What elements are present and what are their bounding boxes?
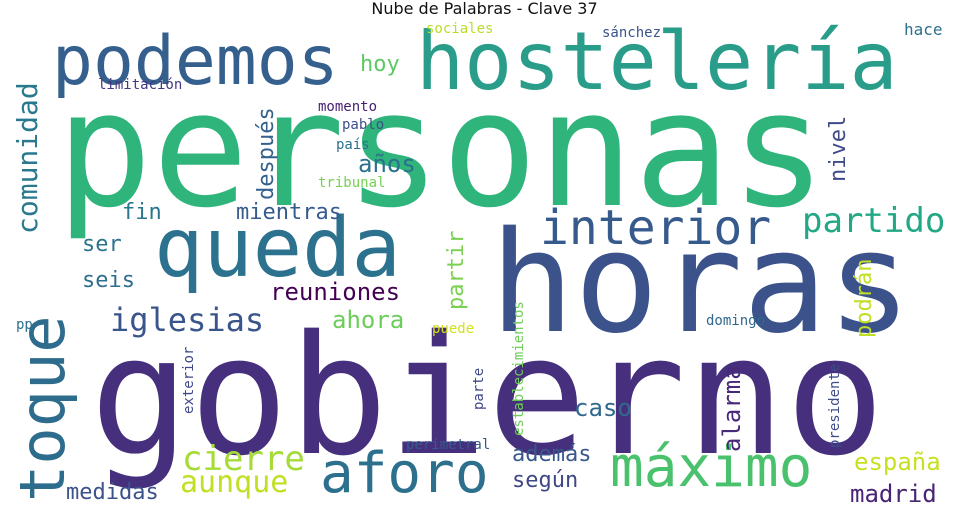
word-ser: ser [82,232,122,257]
word-establecimientos: establecimientos [511,301,527,436]
word-perimetral: perimetral [406,437,491,453]
word-hoy: hoy [360,52,400,77]
word-momento: momento [318,99,378,115]
word-interior: interior [540,200,772,256]
word-fin: fin [122,200,162,225]
word-horas: horas [490,202,912,365]
word-personas: personas [56,56,827,243]
word-medidas: medidas [66,480,159,505]
word-sociales: sociales [426,22,494,37]
word-pablo: pablo [342,117,385,133]
word-cloud: personas gobierno horas hostelería queda… [12,22,957,506]
word-anos: años [358,150,416,178]
word-despues: después [254,107,279,200]
word-cierre: cierre [182,439,305,479]
word-ademas: además [512,442,592,467]
word-segun: según [512,468,579,493]
word-comunidad: comunidad [12,82,44,234]
word-reuniones: reuniones [270,278,401,306]
word-espana: españa [854,448,941,476]
word-maximo: máximo [610,435,813,500]
word-iglesias: iglesias [110,301,265,339]
word-toque: toque [12,315,79,502]
word-aforo: aforo [320,441,489,506]
word-domingo: domingo [706,313,766,329]
word-alarma: alarma [718,365,746,452]
word-madrid: madrid [850,480,937,506]
word-tribunal: tribunal [318,175,386,191]
word-parte: parte [471,367,487,410]
word-limitacion: limitación [98,77,183,93]
word-exterior: exterior [181,346,197,414]
word-aunque: aunque [180,465,289,500]
word-gobierno: gobierno [90,300,885,492]
word-mientras: mientras [236,200,342,225]
word-partir: partir [444,230,469,310]
word-hosteleria: hostelería [416,22,898,108]
word-nivel: nivel [826,115,851,182]
word-puede: puede [432,321,475,337]
word-pais: país [336,137,370,153]
word-hace: hace [904,22,943,39]
word-ahora: ahora [332,306,405,334]
word-caso: caso [574,394,632,422]
word-sanchez: sánchez [602,25,662,41]
word-pp: pp [16,317,33,333]
chart-title: Nube de Palabras - Clave 37 [371,0,598,18]
word-seis: seis [82,268,135,293]
word-partido: partido [802,201,946,241]
word-presidente: presidente [827,363,843,448]
word-podran: podrán [852,258,877,338]
word-podemos: podemos [52,22,339,101]
word-queda: queda [154,201,401,296]
